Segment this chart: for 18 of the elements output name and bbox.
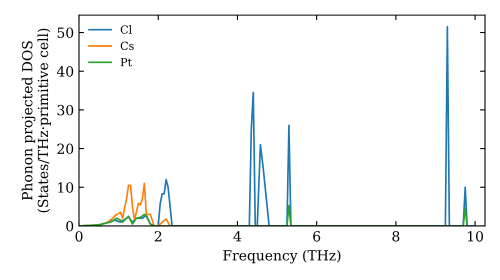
y-tick-label: 30 bbox=[58, 104, 74, 116]
y-axis-title: Phonon projected DOS (States/THz·primitive cell) bbox=[22, 28, 51, 212]
y-tick-label: 40 bbox=[56, 66, 74, 77]
y-tick-label: 20 bbox=[57, 144, 74, 154]
y-tick-label: 10 bbox=[58, 182, 74, 193]
legend-label: Cl bbox=[120, 25, 132, 34]
x-tick-label: 2 bbox=[154, 231, 162, 242]
y-tick-label: 50 bbox=[58, 27, 74, 38]
line-series bbox=[79, 204, 468, 226]
legend-label: Pt bbox=[120, 58, 132, 66]
legend-label: Cs bbox=[120, 42, 134, 50]
x-tick-label: 0 bbox=[75, 231, 82, 242]
x-axis-title: Frequency (THz) bbox=[223, 250, 340, 264]
x-tick-label: 6 bbox=[313, 231, 320, 242]
x-tick-label: 8 bbox=[392, 231, 400, 242]
x-tick-label: 10 bbox=[468, 231, 484, 242]
y-tick-label: 0 bbox=[66, 220, 74, 232]
x-tick-label: 4 bbox=[233, 231, 242, 242]
